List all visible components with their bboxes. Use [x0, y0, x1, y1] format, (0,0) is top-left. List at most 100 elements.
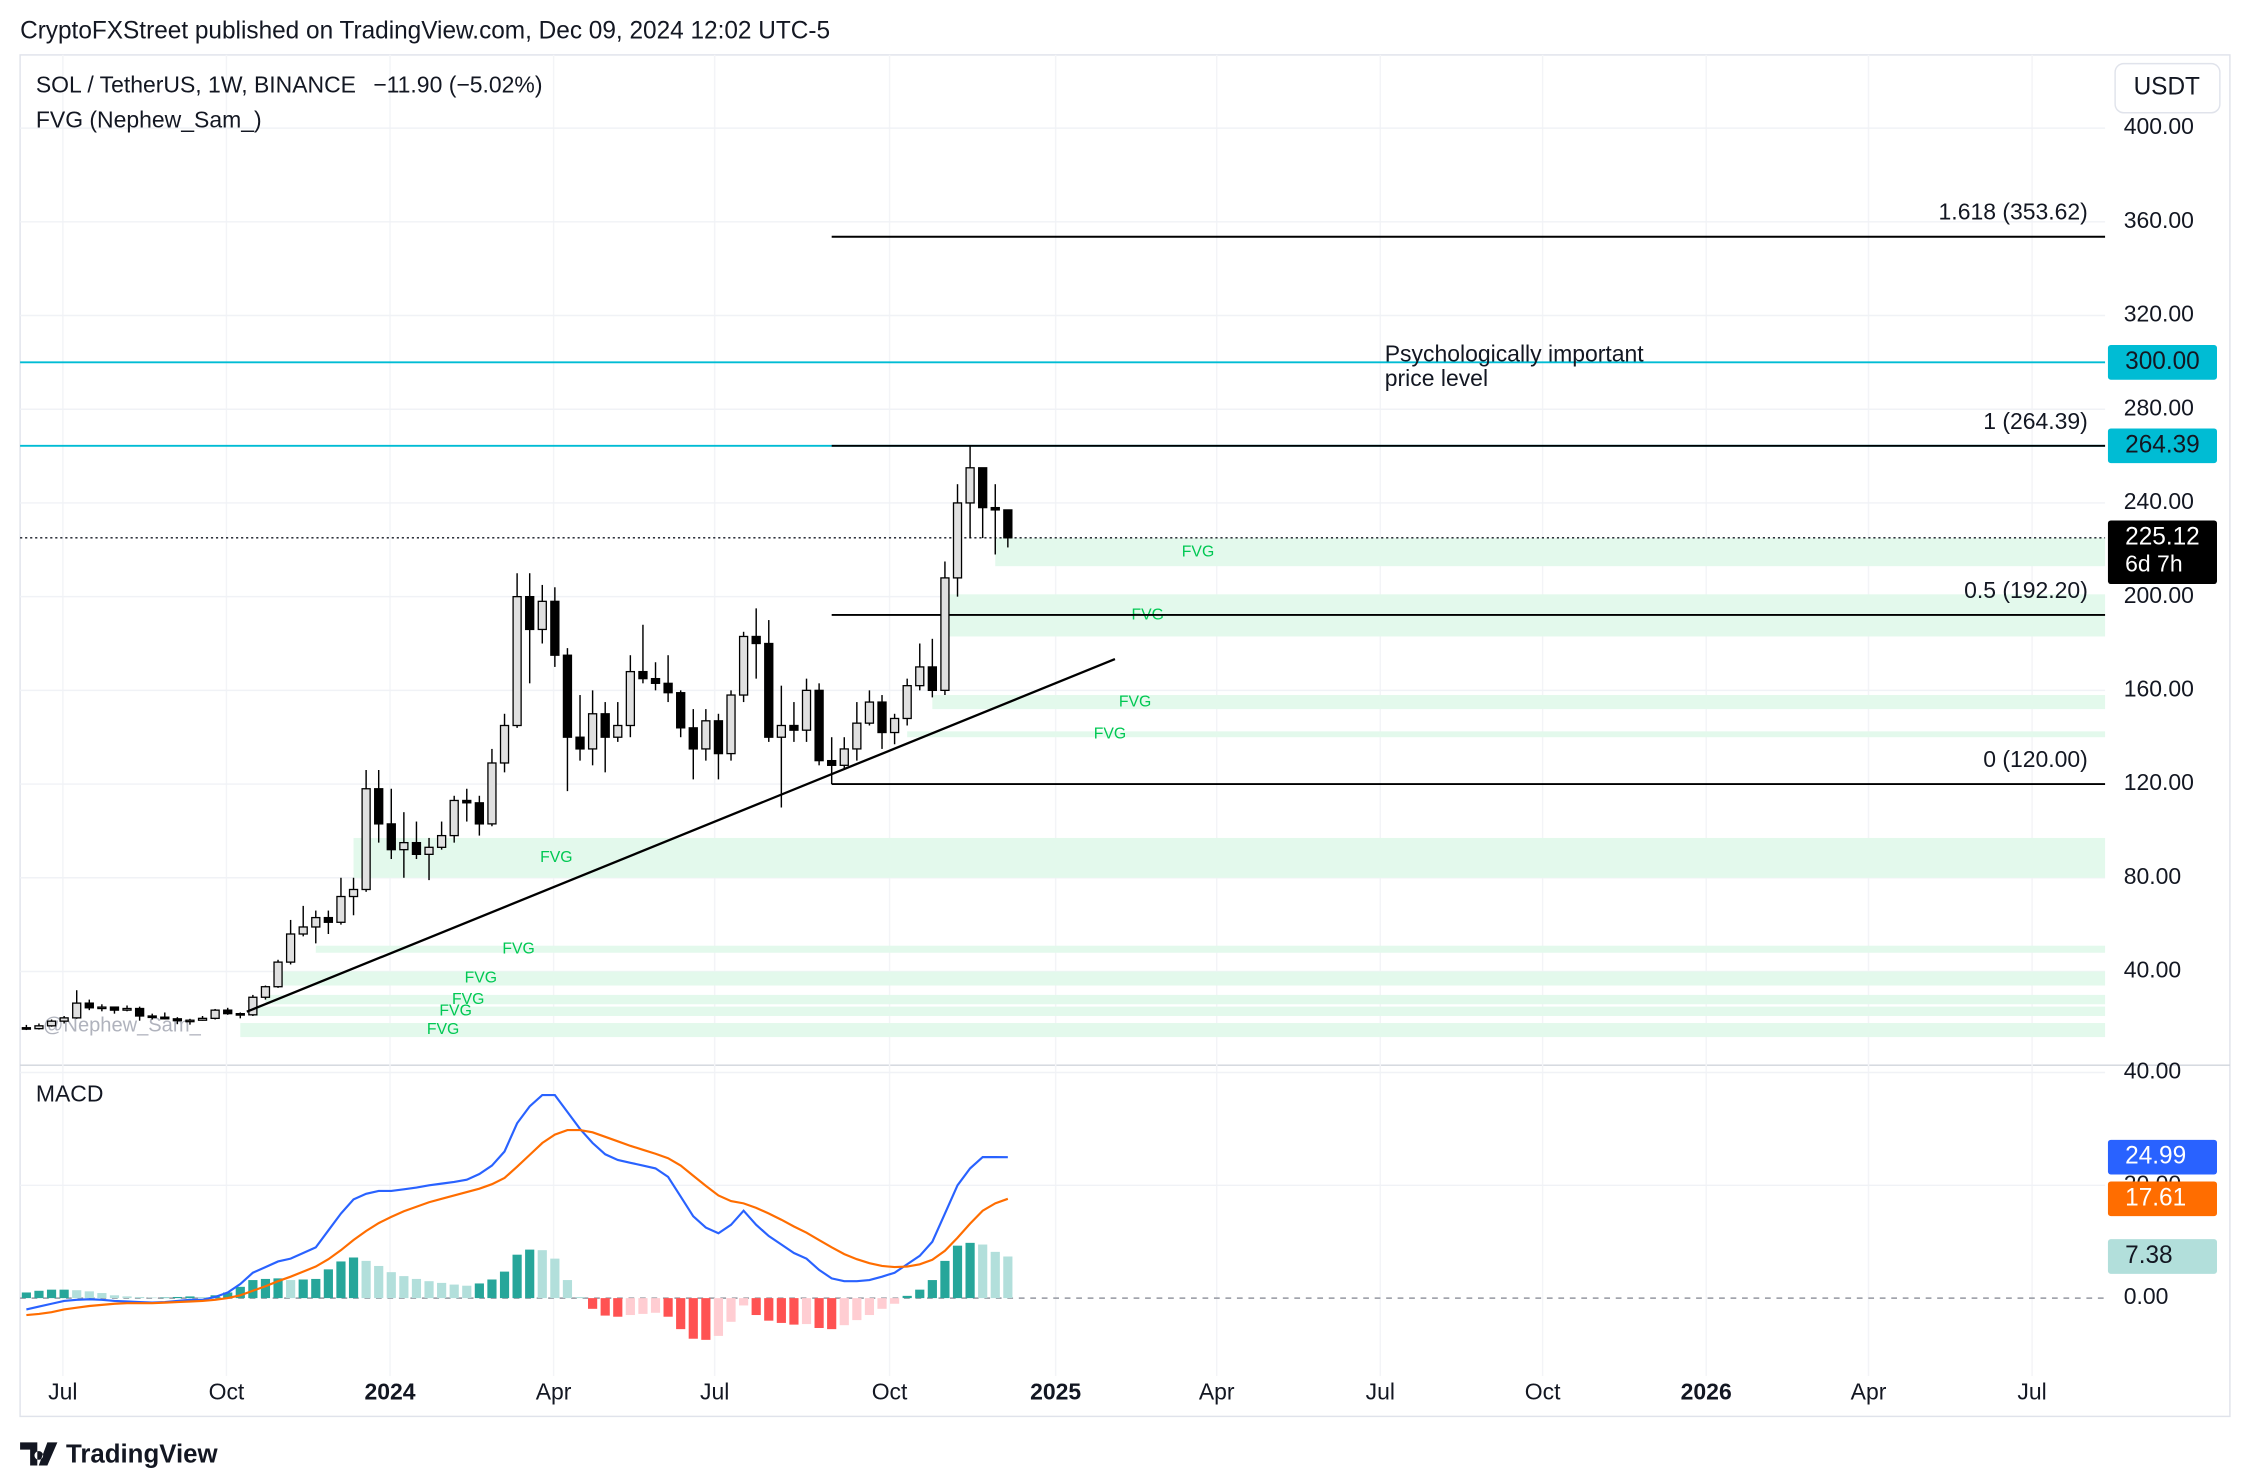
macd-tick-label: 40.00 — [2124, 1058, 2181, 1084]
y-tick-label: 40.00 — [2124, 957, 2181, 983]
candle-body — [701, 720, 711, 750]
histogram-bar — [59, 1289, 69, 1299]
candle-body — [147, 1015, 157, 1019]
histogram-bar — [437, 1282, 447, 1299]
histogram-bar — [663, 1298, 673, 1317]
histogram-bar — [852, 1298, 862, 1321]
histogram-bar — [449, 1284, 459, 1299]
histogram-bar — [713, 1298, 724, 1336]
y-tick-label: 120.00 — [2124, 769, 2194, 795]
histogram-bar — [864, 1298, 875, 1316]
histogram-bar — [638, 1298, 648, 1314]
candle-body — [160, 1016, 170, 1020]
candle-body — [122, 1007, 132, 1011]
histogram-bar — [411, 1278, 422, 1299]
histogram-bar — [739, 1298, 749, 1306]
countdown: 6d 7h — [2125, 550, 2182, 576]
candle-body — [260, 986, 271, 998]
macd-value-tag: 24.99 — [2125, 1143, 2186, 1170]
level-tag: 264.39 — [2125, 431, 2200, 458]
x-tick-label: Jul — [2017, 1378, 2046, 1404]
histogram-bar — [499, 1271, 510, 1299]
fvg-label: FVG — [465, 970, 497, 987]
fvg-zone — [932, 695, 2106, 710]
candle-body — [449, 799, 459, 837]
histogram-bar — [72, 1290, 82, 1299]
candle-body — [663, 682, 673, 694]
fvg-zone — [278, 971, 2106, 986]
histogram-bar — [46, 1289, 57, 1299]
candle-body — [386, 823, 396, 851]
histogram-bar — [512, 1254, 522, 1299]
fvg-label: FVG — [427, 1021, 459, 1038]
x-tick-label: Jul — [1366, 1378, 1395, 1404]
y-tick-label: 280.00 — [2124, 394, 2194, 420]
price-change: −11.90 (−5.02%) — [373, 72, 542, 98]
candle-body — [46, 1020, 57, 1027]
currency[interactable]: USDT — [2134, 74, 2200, 101]
candle-body — [512, 595, 522, 727]
histogram-bar — [336, 1261, 346, 1299]
macd-value-tag-bg — [2107, 1181, 2217, 1217]
candle-body — [676, 692, 686, 729]
candle-body — [223, 1009, 233, 1015]
candle-body — [814, 689, 824, 762]
candle-body — [210, 1009, 220, 1019]
histogram-bar — [600, 1298, 610, 1316]
chart-frame — [19, 54, 2231, 1418]
candle-body — [600, 713, 610, 738]
fvg-zone — [252, 1006, 2106, 1016]
histogram-bar — [197, 1296, 208, 1299]
x-tick-label: Jul — [700, 1378, 729, 1404]
fvg-label: FVG — [452, 991, 484, 1008]
publisher-line: CryptoFXStreet published on TradingView.… — [20, 17, 830, 44]
x-tick-label: Jul — [48, 1378, 77, 1404]
histogram-bar — [185, 1296, 195, 1299]
candle-body — [550, 600, 560, 656]
histogram-bar — [348, 1257, 359, 1299]
histogram-bar — [84, 1291, 94, 1299]
candle-body — [764, 642, 774, 738]
histogram-bar — [424, 1281, 434, 1299]
currency-button[interactable] — [2114, 62, 2221, 114]
histogram-bar — [990, 1251, 1000, 1299]
candle-body — [927, 666, 938, 692]
candle-body — [688, 727, 698, 750]
fvg-zone — [240, 1023, 2106, 1038]
level-tag-bg — [2107, 345, 2217, 380]
histogram-bar — [160, 1297, 170, 1299]
histogram-bar — [588, 1298, 598, 1309]
histogram-bar — [273, 1278, 283, 1299]
histogram-bar — [625, 1298, 635, 1316]
histogram-bar — [223, 1292, 233, 1299]
candle-body — [298, 926, 308, 935]
y-tick-label: 80.00 — [2124, 863, 2181, 889]
candle-body — [978, 467, 988, 509]
watermark: @Nephew_Sam_ — [43, 1014, 201, 1036]
candle-body — [726, 694, 736, 755]
histogram-bar — [248, 1280, 258, 1299]
histogram-bar — [260, 1278, 271, 1299]
histogram-bar — [965, 1242, 975, 1299]
histogram-bar — [927, 1280, 937, 1299]
histogram-bar — [298, 1279, 308, 1299]
candle-body — [34, 1025, 44, 1030]
candle-body — [487, 762, 497, 825]
annotation: Psychologically important — [1385, 341, 1645, 367]
brand-logo — [20, 1442, 58, 1466]
macd-title: MACD — [36, 1081, 104, 1107]
histogram-bar — [386, 1272, 396, 1299]
histogram-bar — [676, 1298, 686, 1330]
candle-body — [864, 701, 875, 724]
histogram-bar — [902, 1295, 912, 1299]
x-tick-label: Oct — [872, 1378, 908, 1404]
candle-body — [940, 577, 950, 692]
histogram-bar — [952, 1245, 963, 1299]
candle-body — [776, 724, 787, 738]
x-tick-label: 2024 — [364, 1378, 415, 1404]
histogram-bar — [537, 1250, 547, 1299]
histogram-bar — [525, 1249, 535, 1299]
candle-body — [990, 506, 1000, 511]
candle-body — [323, 916, 334, 923]
